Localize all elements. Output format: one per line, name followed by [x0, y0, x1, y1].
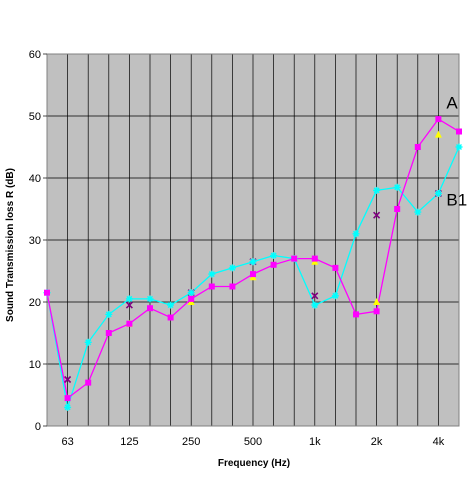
- x-tick-label: 250: [182, 436, 200, 448]
- data-point: [435, 116, 442, 123]
- data-point: [291, 255, 298, 262]
- y-tick-label: 20: [29, 297, 41, 309]
- x-tick-labels: 63 125 250 500 1k 2k 4k: [61, 436, 444, 448]
- data-point: [187, 289, 195, 297]
- data-point: [455, 143, 463, 151]
- y-tick-label: 10: [29, 359, 41, 371]
- data-point: [414, 208, 422, 216]
- x-tick-label: 2k: [371, 436, 383, 448]
- y-tick-label: 40: [29, 173, 41, 185]
- series-annotation: A: [446, 94, 458, 113]
- series-annotation: B1: [446, 190, 467, 209]
- data-point: [188, 295, 195, 302]
- data-point: [167, 301, 175, 309]
- data-point: [373, 186, 381, 194]
- x-tick-label: 125: [120, 436, 138, 448]
- data-point: [64, 375, 72, 384]
- data-point: [250, 271, 256, 278]
- data-point: [353, 311, 359, 318]
- data-point: [394, 206, 401, 212]
- data-point: [84, 338, 92, 346]
- data-point: [105, 330, 112, 336]
- series-markers: [43, 143, 463, 411]
- data-point: [270, 252, 278, 259]
- data-point: [352, 230, 360, 238]
- data-point: [311, 301, 319, 309]
- y-tick-label: 50: [29, 111, 41, 123]
- x-tick-label: 500: [244, 436, 262, 448]
- plot-area: [46, 53, 460, 427]
- data-point: [64, 403, 72, 411]
- data-point: [208, 270, 216, 278]
- data-point: [146, 295, 154, 303]
- data-point: [208, 283, 215, 290]
- y-tick-label: 60: [29, 49, 41, 61]
- data-point: [126, 320, 133, 327]
- data-point: [249, 258, 257, 266]
- data-point: [434, 190, 442, 197]
- data-point: [125, 301, 133, 309]
- y-axis-title: Sound Transmission loss R (dB): [5, 168, 16, 322]
- data-point: [64, 395, 71, 402]
- data-point: [228, 264, 236, 272]
- x-tick-label: 63: [61, 436, 73, 448]
- x-tick-label: 1k: [309, 436, 321, 448]
- data-point: [434, 130, 442, 138]
- data-point: [331, 292, 339, 300]
- data-point: [147, 305, 153, 312]
- data-point: [311, 255, 318, 262]
- data-point: [373, 298, 381, 305]
- data-point: [167, 314, 174, 321]
- series-layer: [43, 116, 463, 411]
- annotation-layer: A B1: [446, 94, 467, 210]
- x-axis-title: Frequency (Hz): [218, 458, 290, 469]
- data-point: [85, 379, 92, 386]
- data-point: [105, 310, 113, 318]
- data-point: [229, 283, 236, 290]
- data-point: [270, 261, 277, 268]
- x-tick-label: 4k: [433, 436, 445, 448]
- data-point: [373, 308, 380, 315]
- series-markers: [44, 116, 462, 402]
- data-point: [456, 128, 462, 135]
- data-point: [393, 183, 401, 191]
- y-tick-label: 0: [35, 421, 41, 433]
- data-point: [44, 289, 50, 296]
- y-tick-labels: 0 10 20 30 40 50 60: [29, 49, 47, 433]
- data-point: [332, 264, 339, 271]
- data-point: [414, 144, 421, 150]
- data-point: [373, 211, 381, 219]
- y-tick-label: 30: [29, 235, 41, 247]
- data-point: [311, 292, 319, 300]
- data-point: [125, 295, 133, 303]
